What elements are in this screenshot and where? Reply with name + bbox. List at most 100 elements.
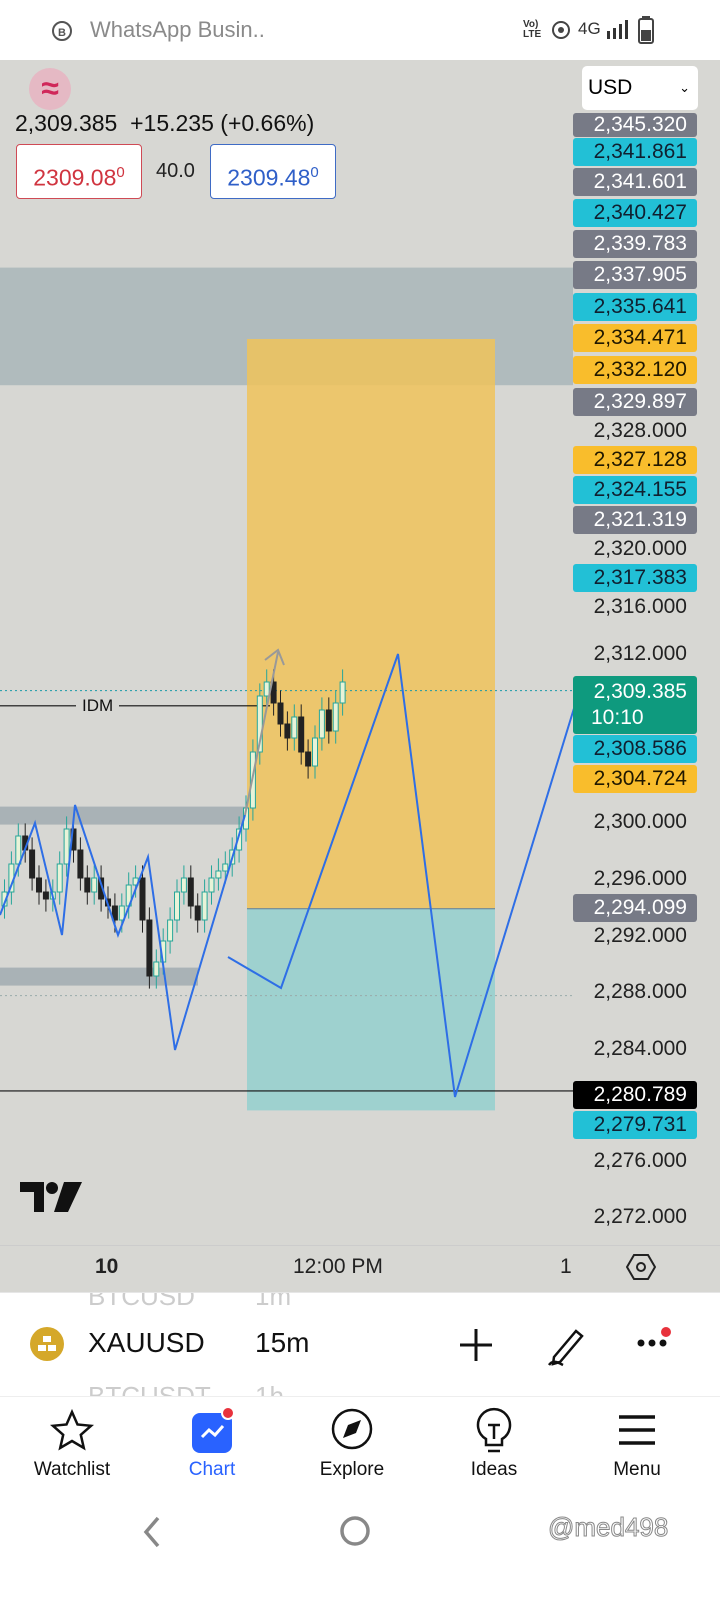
price-label: 2,335.641	[573, 293, 697, 321]
target-zone-box	[247, 339, 495, 909]
price-label: 2,341.601	[573, 168, 697, 196]
nav-label: Chart	[188, 1459, 236, 1480]
candle	[208, 877, 215, 893]
last-price: 2,309.385	[15, 110, 118, 136]
indicator-icon[interactable]: ≈	[29, 68, 71, 110]
prev-interval[interactable]: 1m	[255, 1292, 292, 1311]
currency-value: USD	[588, 76, 633, 99]
back-icon[interactable]	[140, 1514, 164, 1550]
candle	[174, 891, 180, 921]
lightbulb-icon	[476, 1407, 512, 1453]
price-label: 2,279.731	[573, 1111, 697, 1139]
candle	[236, 828, 243, 851]
price-chart[interactable]	[0, 60, 720, 1292]
price-label: 2,341.861	[573, 138, 697, 166]
axis-tick: 2,320.000	[593, 537, 687, 560]
watermark: @med498	[547, 1512, 669, 1543]
axis-tick: 2,272.000	[593, 1205, 687, 1228]
volte-icon: Vo) LTE	[523, 19, 542, 40]
candle	[187, 877, 194, 907]
nav-menu[interactable]: Menu	[565, 1397, 709, 1501]
price-label: 2,294.099	[573, 894, 697, 922]
bid-price: 2309.08	[33, 164, 117, 191]
axis-tick: 2,312.000	[593, 642, 687, 665]
projection-line	[227, 653, 576, 1098]
battery-icon	[638, 16, 654, 44]
current-price-label: 2,309.385 10:10	[573, 676, 697, 734]
nav-ideas[interactable]: Ideas	[422, 1397, 566, 1501]
zigzag-line	[0, 804, 246, 1051]
prev-symbol[interactable]: BTCUSD	[88, 1292, 195, 1311]
bid-sup: 0	[116, 164, 125, 181]
plus-icon[interactable]	[458, 1327, 494, 1363]
symbol-name[interactable]: XAUUSD	[88, 1327, 205, 1358]
axis-tick: 2,288.000	[593, 980, 687, 1003]
candle	[167, 919, 174, 942]
time-axis[interactable]: 10 12:00 PM 1	[0, 1245, 720, 1292]
candle	[36, 877, 42, 893]
symbol-bar[interactable]: BTCUSD 1m XAUUSD 15m BTCUSDT 1h	[0, 1292, 720, 1396]
currency-select[interactable]: USD ⌄	[582, 66, 698, 110]
arrow-line	[244, 651, 279, 816]
candle	[15, 835, 22, 865]
candle	[263, 681, 270, 697]
price-label: 2,308.586	[573, 735, 697, 763]
sell-button[interactable]: 2309.080	[16, 144, 142, 199]
candle	[63, 828, 70, 865]
chevron-down-icon: ⌄	[679, 80, 690, 95]
nav-explore[interactable]: Explore	[280, 1397, 424, 1501]
time-label: 10	[95, 1255, 119, 1278]
compass-icon	[331, 1408, 373, 1450]
ask-price: 2309.48	[227, 164, 311, 191]
notification-app: WhatsApp Busin..	[90, 17, 265, 42]
axis-tick: 2,292.000	[593, 924, 687, 947]
buy-button[interactable]: 2309.480	[210, 144, 336, 199]
drawing-pen-icon[interactable]	[546, 1323, 588, 1369]
candle	[153, 961, 160, 977]
stop-zone-box	[247, 908, 495, 1111]
nav-watchlist[interactable]: Watchlist	[0, 1397, 144, 1501]
axis-tick: 2,296.000	[593, 867, 687, 890]
candle	[298, 716, 305, 753]
settings-icon[interactable]	[626, 1252, 656, 1282]
candle	[256, 695, 263, 753]
time-label: 1	[560, 1255, 572, 1278]
spread: 40.0	[156, 160, 195, 182]
candle	[194, 905, 201, 921]
axis-tick: 2,276.000	[593, 1149, 687, 1172]
axis-tick: 2,284.000	[593, 1037, 687, 1060]
candle	[111, 905, 118, 921]
current-price: 2,309.385	[593, 680, 687, 703]
menu-icon	[619, 1415, 655, 1445]
tradingview-logo	[20, 1182, 82, 1212]
price-label: 2,321.319	[573, 506, 697, 534]
candle	[29, 849, 36, 879]
ask-sup: 0	[310, 164, 319, 181]
more-icon[interactable]	[636, 1325, 676, 1355]
candle	[180, 877, 187, 893]
candle	[291, 716, 298, 739]
candle	[270, 681, 277, 704]
bar-countdown: 10:10	[591, 706, 644, 729]
gold-icon	[30, 1327, 64, 1361]
interval[interactable]: 15m	[255, 1327, 310, 1358]
candle	[118, 905, 125, 921]
nav-chart[interactable]: Chart	[140, 1397, 284, 1501]
candle	[339, 681, 346, 704]
home-icon[interactable]	[338, 1514, 372, 1548]
price-label: 2,317.383	[573, 564, 697, 592]
candle	[312, 737, 318, 767]
candle	[77, 849, 84, 879]
whatsapp-business-icon: B	[52, 21, 72, 41]
price-change: +15.235 (+0.66%)	[130, 110, 315, 136]
nav-label: Watchlist	[33, 1459, 111, 1480]
next-symbol[interactable]: BTCUSDT	[88, 1381, 211, 1396]
next-interval[interactable]: 1h	[255, 1381, 284, 1396]
price-label: 2,280.789	[573, 1081, 697, 1109]
network-type: 4G	[578, 19, 601, 38]
chart-area[interactable]: ≈ 2,309.385 +15.235 (+0.66%) 2309.080 40…	[0, 60, 720, 1292]
price-label: 2,337.905	[573, 261, 697, 289]
price-label: 2,332.120	[573, 356, 697, 384]
bottom-nav: Watchlist Chart Explore Ideas Menu	[0, 1396, 720, 1500]
price-summary: 2,309.385 +15.235 (+0.66%)	[15, 110, 314, 137]
